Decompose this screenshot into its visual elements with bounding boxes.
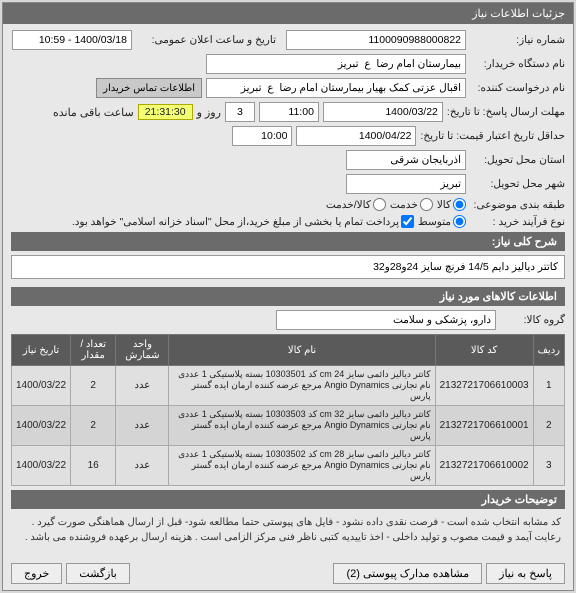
table-cell: عدد bbox=[116, 446, 169, 486]
table-cell: کاتتر دیالیز دائمی سایز cm 28 کد 1030350… bbox=[169, 446, 435, 486]
radio-medium[interactable]: متوسط bbox=[418, 215, 466, 228]
process-type-label: نوع فرآیند خرید : bbox=[470, 216, 565, 228]
view-attachments-button[interactable]: مشاهده مدارک پیوستی (2) bbox=[333, 563, 482, 584]
validity-time-field[interactable] bbox=[232, 126, 292, 146]
table-header: کد کالا bbox=[435, 335, 533, 366]
table-cell: 2 bbox=[71, 366, 116, 406]
table-row[interactable]: 12132721706610003کاتتر دیالیز دائمی سایز… bbox=[12, 366, 565, 406]
checkbox-treasury[interactable]: پرداخت تمام یا بخشی از مبلغ خرید،از محل … bbox=[72, 215, 414, 228]
need-description-field[interactable] bbox=[11, 255, 565, 279]
days-label: روز و bbox=[197, 106, 221, 119]
radio-both[interactable]: کالا/خدمت bbox=[326, 198, 386, 211]
table-row[interactable]: 32132721706610002کاتتر دیالیز دائمی سایز… bbox=[12, 446, 565, 486]
table-cell: کاتتر دیالیز دائمی سایز cm 32 کد 1030350… bbox=[169, 406, 435, 446]
delivery-province-field[interactable] bbox=[346, 150, 466, 170]
buyer-notes-text: کد مشابه انتخاب شده است - فرصت نقدی داده… bbox=[11, 509, 565, 551]
days-remaining-field bbox=[225, 102, 255, 122]
back-button[interactable]: بازگشت bbox=[66, 563, 130, 584]
items-section-title: اطلاعات کالاهای مورد نیاز bbox=[11, 287, 565, 306]
public-date-label: تاریخ و ساعت اعلان عمومی: bbox=[136, 34, 276, 46]
table-header: تعداد / مقدار bbox=[71, 335, 116, 366]
group-label: گروه کالا: bbox=[500, 314, 565, 326]
remain-label: ساعت باقی مانده bbox=[53, 106, 134, 119]
panel-title: جزئیات اطلاعات نیاز bbox=[3, 3, 573, 24]
table-cell: 3 bbox=[533, 446, 564, 486]
table-cell: 2132721706610002 bbox=[435, 446, 533, 486]
radio-medium-input[interactable] bbox=[453, 215, 466, 228]
buyer-device-field[interactable] bbox=[206, 54, 466, 74]
table-cell: عدد bbox=[116, 406, 169, 446]
table-cell: 2 bbox=[533, 406, 564, 446]
delivery-city-field[interactable] bbox=[346, 174, 466, 194]
table-cell: 1 bbox=[533, 366, 564, 406]
buyer-device-label: نام دستگاه خریدار: bbox=[470, 58, 565, 70]
need-no-label: شماره نیاز: bbox=[470, 34, 565, 46]
table-cell: 1400/03/22 bbox=[12, 406, 71, 446]
budget-label: طبقه بندی موضوعی: bbox=[470, 199, 565, 211]
table-cell: 16 bbox=[71, 446, 116, 486]
radio-goods[interactable]: کالا bbox=[437, 198, 466, 211]
contact-buyer-button[interactable]: اطلاعات تماس خریدار bbox=[96, 78, 202, 98]
table-cell: عدد bbox=[116, 366, 169, 406]
table-cell: 2 bbox=[71, 406, 116, 446]
table-header: ردیف bbox=[533, 335, 564, 366]
goods-group-field[interactable] bbox=[276, 310, 496, 330]
answer-need-button[interactable]: پاسخ به نیاز bbox=[486, 563, 565, 584]
radio-both-input[interactable] bbox=[373, 198, 386, 211]
requester-label: نام درخواست کننده: bbox=[470, 82, 565, 94]
validity-label: حداقل تاریخ اعتبار قیمت: تا تاریخ: bbox=[420, 130, 565, 142]
desc-section-title: شرح کلی نیاز: bbox=[11, 232, 565, 251]
radio-goods-input[interactable] bbox=[453, 198, 466, 211]
table-cell: 1400/03/22 bbox=[12, 366, 71, 406]
table-header: واحد شمارش bbox=[116, 335, 169, 366]
items-table: ردیفکد کالانام کالاواحد شمارشتعداد / مقد… bbox=[11, 334, 565, 486]
notes-section-title: توضیحات خریدار bbox=[11, 490, 565, 509]
delivery-province-label: استان محل تحویل: bbox=[470, 154, 565, 166]
deadline-time-field[interactable] bbox=[259, 102, 319, 122]
deadline-date-field[interactable] bbox=[323, 102, 443, 122]
validity-date-field[interactable] bbox=[296, 126, 416, 146]
table-header: نام کالا bbox=[169, 335, 435, 366]
deadline-send-label: مهلت ارسال پاسخ: تا تاریخ: bbox=[447, 106, 565, 118]
table-cell: کاتتر دیالیز دائمی سایز cm 24 کد 1030350… bbox=[169, 366, 435, 406]
table-cell: 1400/03/22 bbox=[12, 446, 71, 486]
table-row[interactable]: 22132721706610001کاتتر دیالیز دائمی سایز… bbox=[12, 406, 565, 446]
table-cell: 2132721706610003 bbox=[435, 366, 533, 406]
radio-service[interactable]: خدمت bbox=[390, 198, 433, 211]
countdown-timer: 21:31:30 bbox=[138, 104, 193, 120]
radio-service-input[interactable] bbox=[420, 198, 433, 211]
table-cell: 2132721706610001 bbox=[435, 406, 533, 446]
checkbox-treasury-input[interactable] bbox=[401, 215, 414, 228]
delivery-city-label: شهر محل تحویل: bbox=[470, 178, 565, 190]
table-header: تاریخ نیاز bbox=[12, 335, 71, 366]
need-no-field[interactable] bbox=[286, 30, 466, 50]
requester-field[interactable] bbox=[206, 78, 466, 98]
exit-button[interactable]: خروج bbox=[11, 563, 62, 584]
public-date-field[interactable] bbox=[12, 30, 132, 50]
